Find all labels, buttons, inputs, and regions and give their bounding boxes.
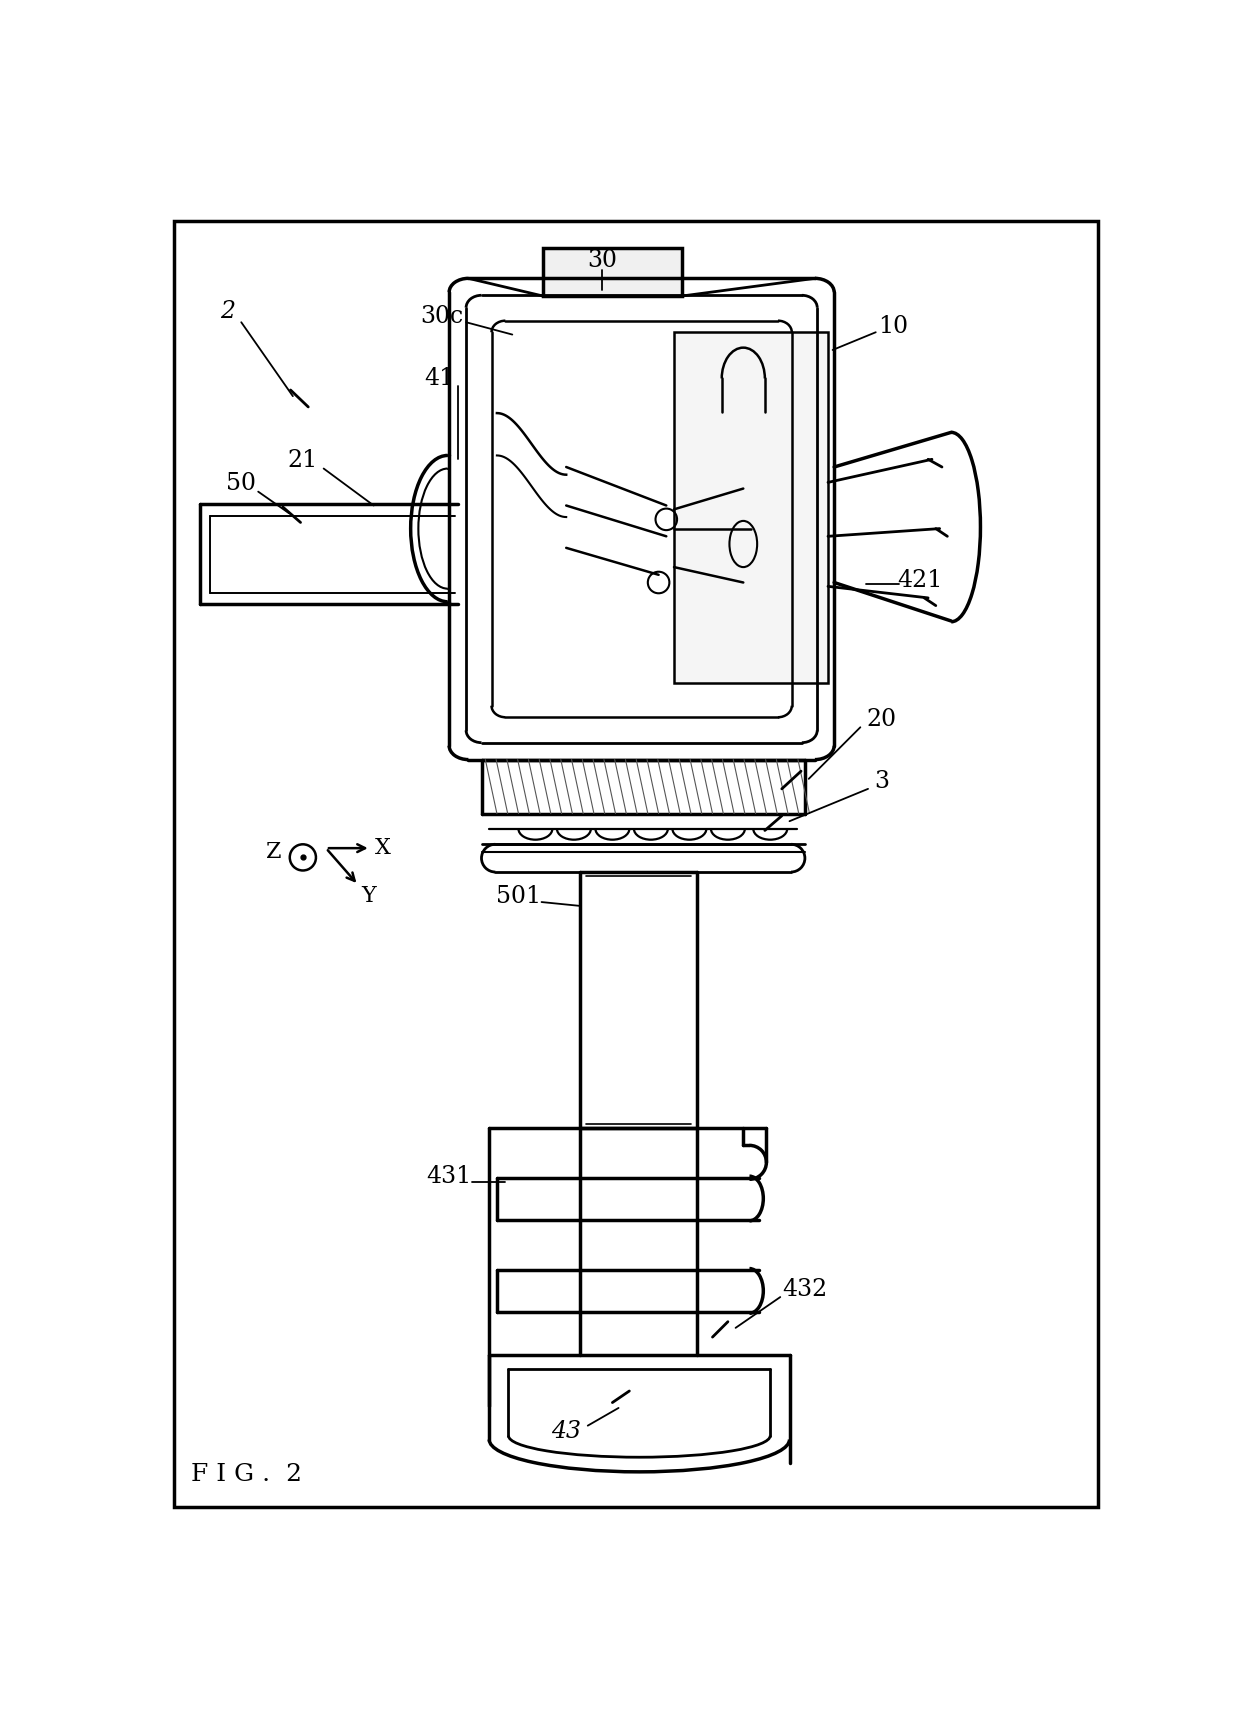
- Text: 421: 421: [898, 569, 944, 592]
- Text: 432: 432: [782, 1277, 827, 1301]
- Text: 30c: 30c: [420, 306, 463, 328]
- Text: X: X: [374, 838, 391, 858]
- Text: 431: 431: [427, 1166, 471, 1188]
- Text: Y: Y: [362, 884, 377, 906]
- Text: 3: 3: [874, 770, 889, 793]
- Text: F I G .  2: F I G . 2: [191, 1462, 303, 1486]
- Text: 30: 30: [588, 250, 618, 272]
- Bar: [675, 332, 828, 682]
- Text: 10: 10: [878, 315, 909, 339]
- Text: 41: 41: [424, 368, 454, 390]
- Text: 20: 20: [867, 708, 897, 732]
- Bar: [543, 248, 682, 296]
- Text: Z: Z: [265, 841, 281, 864]
- Text: 21: 21: [288, 450, 317, 472]
- Text: 501: 501: [496, 886, 541, 908]
- Text: 43: 43: [552, 1419, 582, 1443]
- Text: 50: 50: [226, 472, 257, 496]
- Text: 2: 2: [219, 299, 234, 323]
